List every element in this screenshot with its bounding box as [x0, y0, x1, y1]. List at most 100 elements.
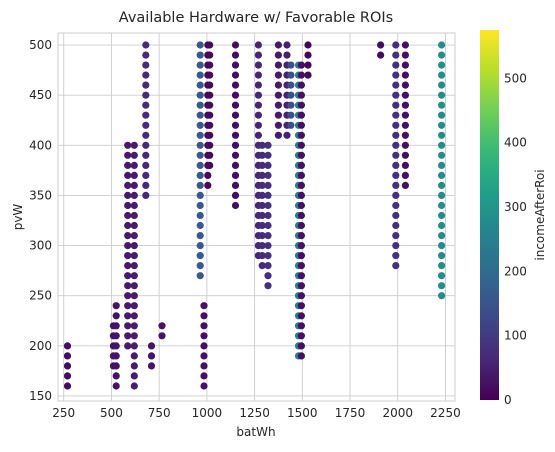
data-point — [274, 51, 282, 59]
data-point — [258, 151, 266, 159]
data-point — [124, 211, 132, 220]
data-point — [206, 51, 214, 59]
data-point — [297, 81, 305, 89]
data-point — [438, 181, 446, 189]
x-tick-label: 1750 — [335, 406, 366, 420]
data-point — [254, 71, 262, 79]
data-point — [401, 171, 409, 179]
data-point — [401, 121, 409, 129]
data-point — [254, 81, 262, 89]
data-point — [200, 302, 208, 310]
data-point — [264, 171, 272, 179]
data-point — [401, 111, 409, 119]
data-point — [196, 81, 204, 89]
data-point — [63, 362, 72, 370]
data-point — [142, 81, 150, 89]
data-point — [124, 242, 132, 250]
data-point — [130, 232, 138, 240]
data-point — [297, 191, 305, 199]
data-point — [124, 181, 132, 189]
data-point — [142, 121, 150, 129]
data-point — [231, 121, 240, 129]
data-point — [204, 171, 212, 179]
data-point — [438, 81, 446, 89]
data-point — [297, 101, 305, 109]
data-point — [254, 111, 262, 119]
data-point — [392, 141, 400, 149]
data-point — [297, 322, 305, 330]
data-point — [297, 131, 305, 139]
data-point — [438, 111, 446, 119]
data-point — [258, 181, 266, 189]
data-point — [304, 61, 312, 69]
data-point — [147, 352, 156, 360]
x-axis-ticks: 250 500 750 1000 1250 1500 1750 2000 2250 — [52, 406, 460, 420]
data-point — [112, 322, 120, 330]
data-point — [304, 71, 312, 79]
data-point — [297, 151, 305, 159]
y-tick-label: 500 — [29, 38, 52, 52]
data-point — [274, 101, 282, 109]
data-point — [206, 61, 214, 69]
data-point — [200, 372, 208, 380]
data-point — [264, 191, 272, 199]
data-point — [124, 272, 132, 280]
data-point — [196, 221, 204, 230]
y-tick-label: 300 — [29, 239, 52, 253]
data-point — [438, 221, 446, 230]
data-point — [287, 81, 295, 89]
data-point — [130, 201, 138, 210]
data-point — [287, 101, 295, 109]
data-point — [401, 61, 409, 69]
x-axis-label: batWh — [236, 425, 275, 439]
data-point — [274, 91, 282, 99]
data-point — [142, 171, 150, 179]
data-point — [130, 141, 138, 149]
data-point — [297, 232, 305, 240]
colorbar-tick-label: 300 — [504, 200, 527, 214]
data-point — [392, 61, 400, 69]
data-point — [438, 272, 446, 280]
data-point — [438, 51, 446, 59]
data-point — [142, 191, 150, 199]
data-point — [196, 141, 204, 149]
data-point — [124, 282, 132, 290]
data-point — [200, 322, 208, 330]
data-point — [206, 81, 214, 89]
data-point — [124, 292, 132, 300]
data-point — [287, 61, 295, 69]
data-point — [231, 91, 240, 99]
data-point — [392, 221, 400, 230]
data-point — [130, 242, 138, 250]
data-point — [297, 181, 305, 189]
colorbar-tick-label: 200 — [504, 264, 527, 278]
data-point — [130, 382, 138, 390]
data-point — [196, 151, 204, 159]
data-point — [206, 111, 214, 119]
data-point — [274, 71, 282, 79]
data-point — [274, 81, 282, 89]
data-point — [438, 262, 446, 270]
data-point — [438, 242, 446, 250]
data-point — [200, 382, 208, 390]
data-point — [274, 121, 282, 129]
data-point — [130, 312, 138, 320]
data-point — [258, 141, 266, 149]
data-point — [231, 111, 240, 119]
data-point — [264, 221, 272, 230]
data-point — [200, 312, 208, 320]
data-points — [63, 41, 446, 390]
data-point — [196, 101, 204, 109]
y-axis-label: pvW — [11, 204, 25, 231]
x-tick-label: 1250 — [239, 406, 270, 420]
data-point — [258, 232, 266, 240]
chart-title: Available Hardware w/ Favorable ROIs — [119, 10, 394, 26]
data-point — [297, 312, 305, 320]
data-point — [401, 41, 409, 49]
data-point — [196, 252, 204, 260]
data-point — [264, 161, 272, 169]
data-point — [254, 61, 262, 69]
x-tick-label: 2250 — [430, 406, 461, 420]
